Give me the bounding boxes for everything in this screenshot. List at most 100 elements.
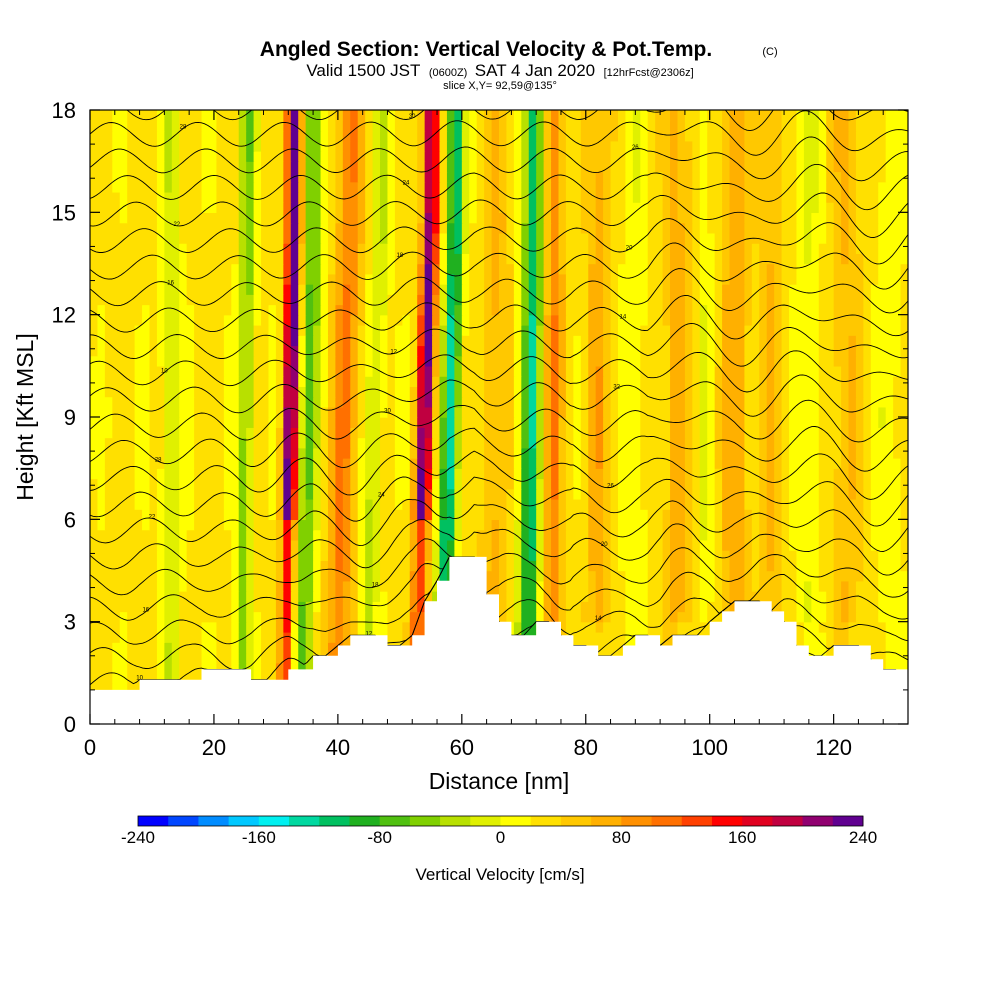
velocity-cell [402, 601, 411, 613]
velocity-cell [238, 417, 247, 428]
velocity-cell [647, 263, 656, 275]
velocity-cell [499, 580, 508, 592]
velocity-cell [513, 560, 523, 572]
velocity-cell [387, 529, 396, 541]
velocity-cell [580, 345, 589, 357]
velocity-cell [759, 263, 768, 275]
velocity-cell [342, 519, 351, 531]
velocity-cell [759, 294, 768, 306]
velocity-cell [387, 263, 396, 275]
velocity-cell [164, 253, 173, 265]
velocity-cell [722, 314, 731, 326]
velocity-cell [722, 468, 731, 480]
velocity-cell [283, 662, 292, 674]
velocity-cell [335, 498, 344, 510]
velocity-cell [119, 417, 128, 428]
velocity-cell [789, 539, 798, 551]
velocity-cell [536, 611, 545, 623]
velocity-cell [104, 539, 114, 551]
velocity-cell [796, 437, 805, 449]
velocity-cell [818, 560, 827, 572]
velocity-cell [565, 488, 575, 500]
velocity-cell [870, 324, 879, 336]
velocity-cell [216, 355, 225, 367]
velocity-cell [528, 509, 537, 521]
velocity-cell [796, 427, 805, 439]
velocity-cell [268, 580, 277, 592]
velocity-cell [142, 294, 151, 306]
velocity-cell [759, 427, 768, 439]
velocity-cell [439, 386, 448, 398]
velocity-cell [394, 406, 404, 418]
velocity-cell [186, 539, 195, 551]
velocity-cell [320, 304, 329, 316]
velocity-cell [409, 345, 418, 357]
velocity-cell [714, 539, 723, 551]
velocity-cell [558, 345, 567, 357]
velocity-cell [841, 386, 850, 398]
velocity-cell [469, 304, 478, 316]
velocity-cell [647, 457, 656, 469]
velocity-cell [885, 621, 894, 633]
velocity-cell [521, 335, 530, 347]
velocity-cell [342, 447, 351, 459]
velocity-cell [484, 509, 493, 521]
chart-slice-info: slice X,Y= 92,59@135° [443, 80, 557, 92]
velocity-cell [409, 509, 418, 521]
velocity-cell [841, 560, 850, 572]
velocity-cell [476, 324, 485, 336]
velocity-cell [402, 324, 411, 336]
velocity-cell [402, 386, 411, 398]
velocity-cell [610, 478, 619, 490]
velocity-cell [335, 355, 344, 367]
velocity-cell [789, 376, 798, 387]
velocity-cell [900, 365, 908, 377]
velocity-cell [164, 417, 173, 428]
velocity-cell [573, 376, 582, 387]
velocity-cell [134, 335, 143, 347]
velocity-cell [305, 355, 314, 367]
velocity-cell [223, 417, 232, 428]
velocity-cell [268, 478, 277, 490]
velocity-cell [513, 590, 523, 602]
velocity-cell [655, 283, 664, 295]
velocity-cell [900, 406, 908, 418]
velocity-cell [194, 478, 203, 490]
velocity-cell [327, 304, 337, 316]
velocity-cell [893, 457, 902, 469]
velocity-cell [149, 488, 158, 500]
velocity-cell [796, 621, 805, 633]
velocity-cell [580, 335, 589, 347]
velocity-cell [595, 631, 604, 643]
velocity-cell [305, 550, 314, 561]
velocity-cell [261, 283, 270, 295]
velocity-cell [759, 335, 768, 347]
velocity-cell [156, 355, 166, 367]
velocity-cell [127, 355, 136, 367]
velocity-cell [380, 539, 389, 551]
velocity-cell [372, 611, 381, 623]
velocity-cell [127, 253, 136, 265]
velocity-cell [617, 345, 627, 357]
velocity-cell [885, 457, 894, 469]
velocity-cell [290, 601, 299, 613]
velocity-cell [231, 396, 240, 408]
velocity-cell [893, 570, 902, 582]
velocity-cell [536, 478, 545, 490]
velocity-cell [893, 324, 902, 336]
velocity-cell [513, 294, 523, 306]
velocity-cell [759, 345, 768, 357]
velocity-cell [342, 355, 351, 367]
velocity-cell [610, 437, 619, 449]
velocity-cell [171, 601, 180, 613]
velocity-cell [104, 447, 114, 459]
velocity-cell [484, 539, 493, 551]
velocity-cell [186, 427, 195, 439]
velocity-cell [194, 273, 203, 285]
velocity-cell [268, 529, 277, 541]
velocity-cell [684, 304, 694, 316]
velocity-cell [580, 417, 589, 428]
velocity-cell [171, 570, 180, 582]
velocity-cell [878, 468, 887, 480]
velocity-cell [617, 437, 627, 449]
